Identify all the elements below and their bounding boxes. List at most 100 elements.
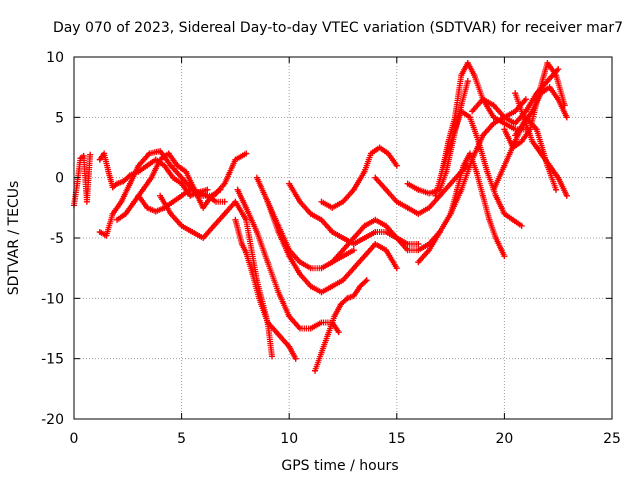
data-point xyxy=(563,192,570,199)
data-point xyxy=(367,150,374,157)
data-point xyxy=(286,180,293,187)
y-tick-label: -15 xyxy=(41,352,64,368)
data-point xyxy=(501,120,508,127)
data-point xyxy=(189,228,196,235)
data-point xyxy=(432,192,439,199)
data-point xyxy=(307,210,314,217)
data-point xyxy=(253,228,260,235)
series-trace-19 xyxy=(441,108,525,229)
data-point xyxy=(518,222,525,229)
data-point xyxy=(404,247,411,254)
data-point xyxy=(340,277,346,284)
data-point xyxy=(329,283,336,290)
data-point xyxy=(114,180,121,187)
data-point xyxy=(243,216,250,223)
data-point xyxy=(553,186,560,193)
data-point xyxy=(479,132,486,139)
data-point xyxy=(195,189,202,196)
data-point xyxy=(458,108,465,115)
data-point xyxy=(544,60,551,67)
data-point xyxy=(120,178,127,185)
data-point xyxy=(318,319,325,326)
data-point xyxy=(232,156,239,163)
data-point xyxy=(126,180,133,187)
data-point xyxy=(385,150,392,157)
data-point xyxy=(492,192,499,199)
data-point xyxy=(118,198,125,205)
data-point xyxy=(174,162,181,169)
data-point xyxy=(178,222,185,229)
data-point xyxy=(479,96,486,103)
data-point xyxy=(103,232,110,239)
y-tick-label: -10 xyxy=(41,291,64,307)
data-point xyxy=(501,253,508,260)
x-tick-label: 10 xyxy=(280,431,298,447)
data-point xyxy=(275,331,282,338)
data-point xyxy=(253,174,260,181)
data-point xyxy=(490,102,497,109)
data-point xyxy=(221,180,228,187)
data-point xyxy=(264,319,271,326)
data-point xyxy=(148,174,155,181)
data-point xyxy=(555,66,562,73)
data-point xyxy=(340,198,346,205)
data-point xyxy=(415,186,422,193)
x-tick-label: 15 xyxy=(388,431,406,447)
data-point xyxy=(458,72,465,79)
y-tick-label: -20 xyxy=(41,412,64,428)
data-point xyxy=(122,210,129,217)
data-point xyxy=(393,235,400,241)
data-point xyxy=(490,186,497,193)
data-point xyxy=(372,216,379,223)
data-point xyxy=(169,198,176,205)
data-point xyxy=(318,265,325,272)
data-point xyxy=(537,90,544,97)
data-point xyxy=(460,162,467,169)
data-point xyxy=(275,228,282,235)
data-point xyxy=(312,367,319,374)
data-point xyxy=(83,198,90,205)
series-line-trace-6 xyxy=(157,192,275,360)
series-trace-12 xyxy=(312,277,370,374)
data-point xyxy=(296,198,303,205)
series-trace-25 xyxy=(490,114,560,193)
data-point xyxy=(264,198,271,205)
data-point xyxy=(555,96,562,103)
data-point xyxy=(533,126,540,133)
data-point xyxy=(178,174,185,181)
data-point xyxy=(232,216,239,223)
series-trace-10 xyxy=(264,198,400,296)
series-trace-20 xyxy=(447,150,508,260)
data-point xyxy=(393,162,400,169)
data-point xyxy=(157,192,164,199)
chart-title: Day 070 of 2023, Sidereal Day-to-day VTE… xyxy=(53,20,623,36)
data-point xyxy=(324,331,331,338)
axis-ticks: 0 5 10 15 20 25 -20 -15 -10 -5 0 5 10 xyxy=(41,50,621,447)
data-point xyxy=(165,150,172,157)
x-tick-label: 5 xyxy=(177,431,186,447)
series-trace-1 xyxy=(71,151,94,209)
data-point xyxy=(221,210,228,217)
data-point xyxy=(415,210,422,217)
data-point xyxy=(167,210,174,217)
data-point xyxy=(492,235,499,241)
data-point xyxy=(268,353,275,360)
data-point xyxy=(178,180,185,187)
data-point xyxy=(512,108,519,115)
data-point xyxy=(454,186,461,193)
data-point xyxy=(490,114,497,121)
data-point xyxy=(518,138,525,145)
data-point xyxy=(178,192,185,199)
data-point xyxy=(522,96,529,103)
data-point xyxy=(361,235,368,241)
data-point xyxy=(512,138,519,145)
data-point xyxy=(340,235,346,241)
data-point xyxy=(329,204,336,211)
data-point xyxy=(415,241,422,248)
data-point xyxy=(135,162,142,169)
data-point xyxy=(87,151,94,158)
data-point xyxy=(544,78,551,85)
data-point xyxy=(544,162,551,169)
data-point xyxy=(187,186,194,193)
data-point xyxy=(296,259,303,266)
